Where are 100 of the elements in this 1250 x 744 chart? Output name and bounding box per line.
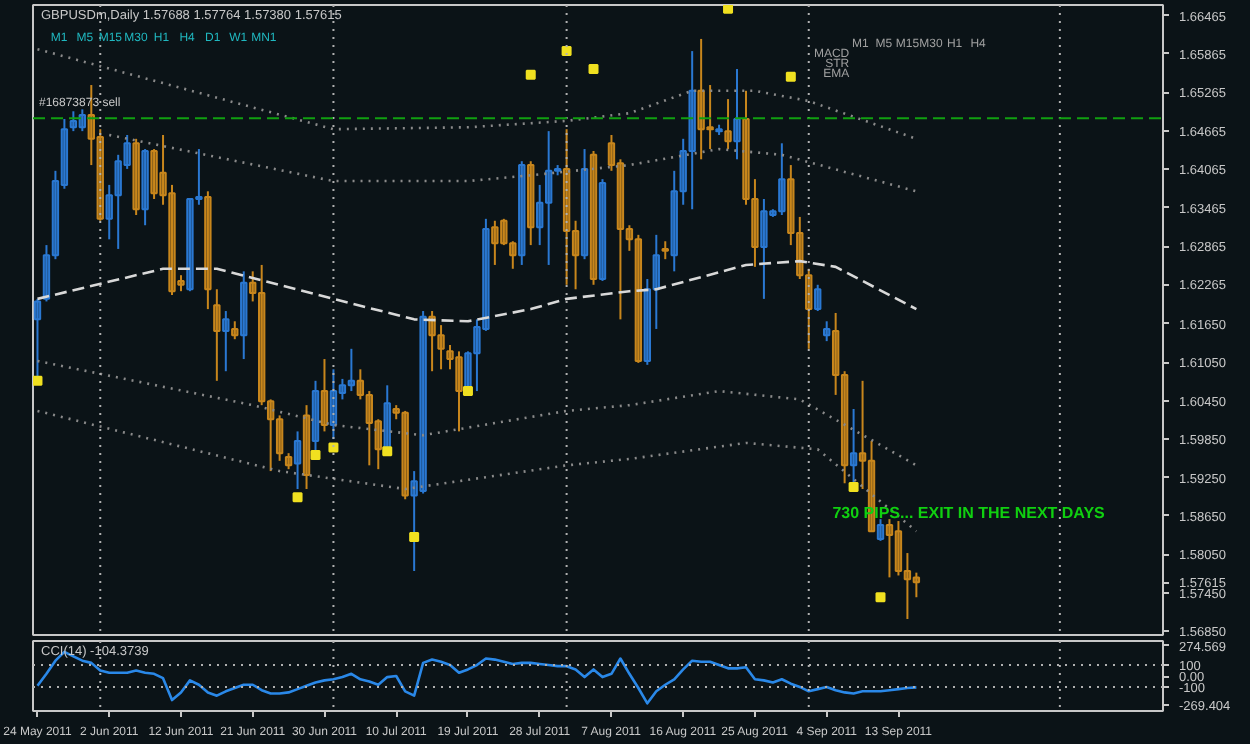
candlestick — [509, 240, 517, 270]
point — [723, 5, 734, 14]
candlestick — [338, 377, 347, 401]
candlestick — [876, 518, 885, 542]
line-series — [107, 133, 918, 193]
candlestick — [769, 208, 777, 218]
candlestick — [302, 404, 311, 491]
candlestick — [903, 552, 912, 620]
candlestick — [356, 368, 365, 401]
candlestick — [365, 390, 373, 467]
candlestick — [51, 169, 60, 261]
candlestick — [518, 160, 526, 266]
candlestick — [912, 571, 921, 599]
candlestick — [589, 149, 598, 286]
candlestick — [580, 148, 589, 261]
candlestick — [266, 398, 275, 473]
candlestick — [742, 89, 750, 206]
candlestick — [186, 197, 194, 293]
candlestick — [778, 142, 786, 216]
candlestick — [625, 224, 634, 252]
candlestick — [42, 244, 51, 303]
candlestick — [733, 68, 741, 161]
candlestick — [320, 358, 329, 433]
candlestick — [500, 217, 508, 247]
point — [409, 532, 420, 543]
point — [33, 375, 43, 386]
candlestick — [455, 350, 463, 433]
candlestick — [544, 130, 553, 266]
candlestick — [168, 183, 176, 297]
candlestick — [231, 320, 239, 341]
candlestick — [437, 324, 445, 371]
candlestick — [446, 343, 454, 371]
candlestick — [652, 233, 660, 330]
candlestick — [249, 270, 257, 303]
candlestick — [571, 219, 580, 291]
point — [848, 482, 859, 493]
candlestick — [688, 50, 696, 211]
candlestick — [706, 84, 714, 151]
candlestick — [858, 379, 867, 491]
candlestick — [661, 240, 669, 261]
candlestick — [697, 37, 705, 161]
candlestick — [823, 320, 831, 343]
point — [561, 46, 572, 57]
candlestick — [428, 310, 436, 373]
candlestick — [401, 409, 409, 501]
candlestick — [787, 164, 795, 247]
candlestick — [132, 137, 140, 216]
line-series — [36, 47, 918, 141]
candlestick — [213, 288, 221, 382]
candlestick — [760, 197, 768, 300]
candlestick — [885, 518, 894, 579]
point — [382, 446, 393, 457]
candlestick — [293, 430, 302, 491]
candlestick — [204, 190, 212, 311]
point — [292, 492, 303, 503]
candlestick — [894, 520, 903, 577]
candlestick — [607, 133, 616, 172]
point — [310, 450, 321, 461]
candlestick — [150, 148, 158, 200]
candlestick — [240, 270, 248, 361]
candlestick — [195, 148, 203, 206]
candlestick — [634, 233, 643, 364]
line-series — [36, 409, 918, 533]
line-series — [36, 359, 918, 467]
candlestick — [275, 414, 284, 462]
point — [328, 442, 339, 453]
point — [875, 592, 886, 603]
candlestick — [715, 123, 723, 136]
candlestick — [78, 108, 87, 133]
point — [785, 71, 796, 82]
candlestick — [473, 318, 481, 393]
candlestick — [724, 98, 732, 151]
candlestick — [751, 178, 759, 268]
candlestick — [643, 278, 652, 366]
candlestick — [114, 153, 122, 250]
candlestick — [419, 310, 427, 495]
candlestick — [553, 164, 562, 177]
candlestick — [814, 283, 822, 313]
candlestick — [482, 217, 490, 332]
candlestick — [527, 160, 535, 247]
candlestick — [105, 183, 113, 241]
candlestick — [840, 370, 849, 485]
candlestick — [410, 470, 418, 572]
candlestick — [141, 148, 149, 227]
candlestick — [670, 169, 678, 273]
candlestick — [222, 310, 230, 373]
candlestick — [679, 137, 687, 206]
candlestick — [347, 347, 356, 393]
candlestick — [374, 418, 382, 471]
point — [525, 69, 536, 80]
candlestick — [159, 133, 167, 206]
candlestick — [831, 311, 840, 396]
candlestick — [258, 263, 266, 407]
candlestick — [177, 274, 185, 293]
candlestick — [69, 110, 78, 133]
candlestick — [123, 133, 131, 170]
candlestick — [284, 452, 293, 471]
point — [462, 386, 473, 397]
point — [588, 64, 599, 75]
candlestick — [392, 404, 400, 421]
